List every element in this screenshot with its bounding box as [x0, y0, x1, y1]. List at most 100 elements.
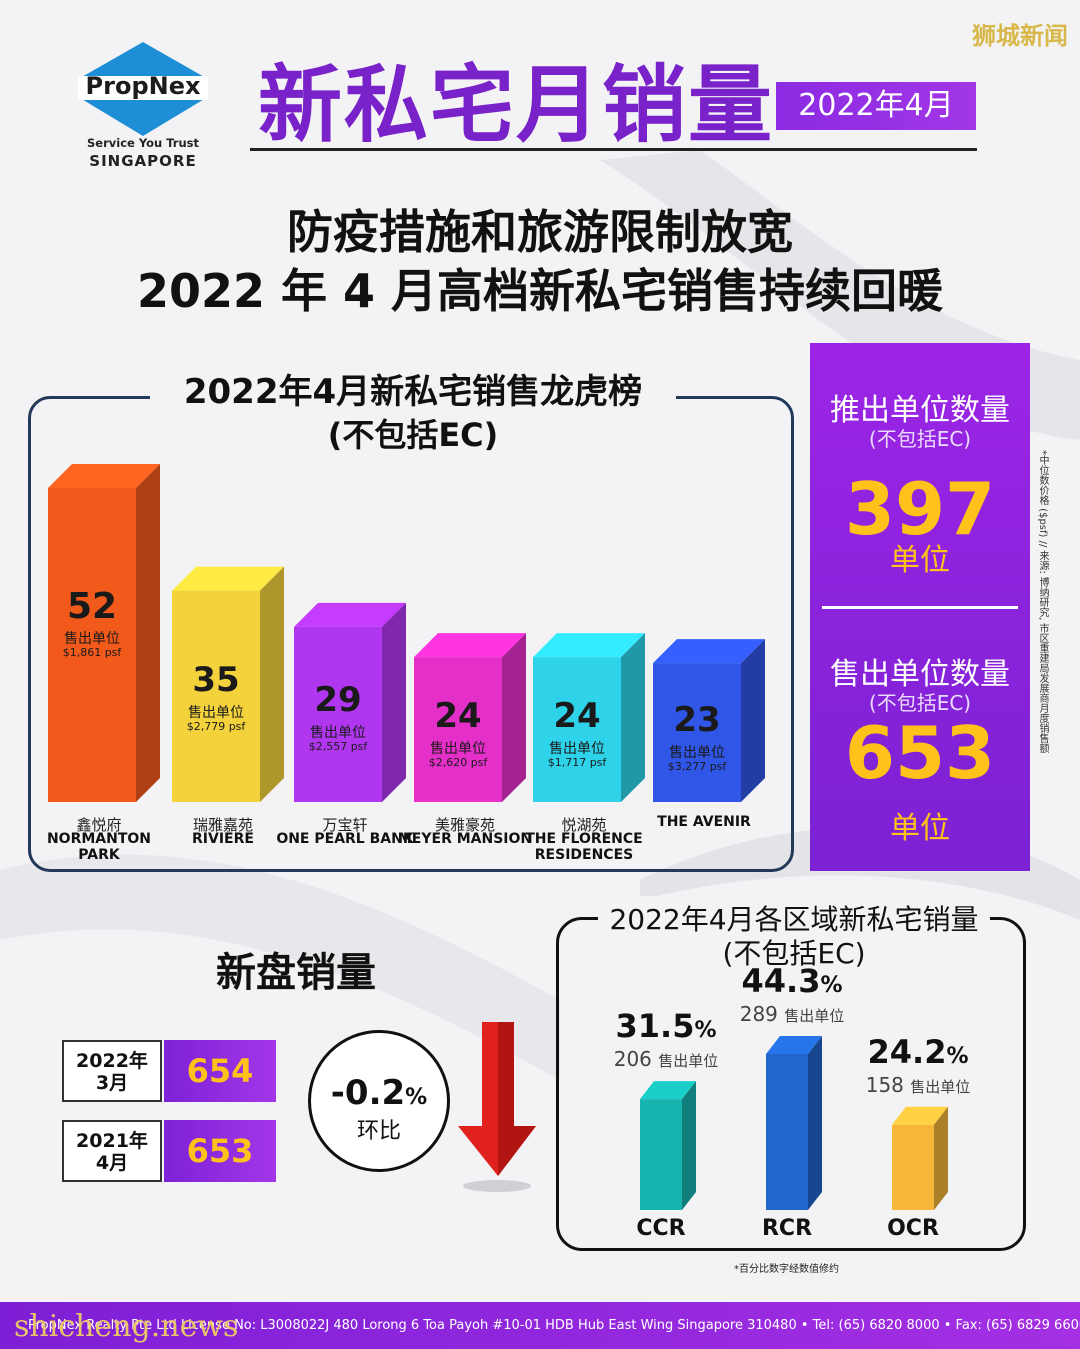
region-percent-value: 31.5	[615, 1007, 695, 1046]
watermark-top: 狮城新闻	[972, 22, 1068, 50]
bar-value: 29	[314, 679, 362, 720]
bar-top	[294, 602, 406, 627]
bar-psf-label: $2,620 psf	[428, 756, 488, 770]
bar-top	[48, 464, 160, 488]
region-title-backdrop	[598, 896, 990, 966]
region-bar-top	[640, 1081, 696, 1100]
bar-sold-label: 售出单位	[310, 724, 366, 741]
region-subtitle: (不包括EC)	[722, 937, 866, 970]
date-badge: 2022年4月	[776, 82, 976, 130]
top-sales-svg	[48, 464, 765, 802]
region-percent: 44.3%	[712, 962, 872, 1000]
bar-side	[502, 633, 526, 802]
top-sales-title: 2022年4月新私宅销售龙虎榜	[183, 372, 643, 412]
region-units-sold: 206 售出单位	[586, 1047, 746, 1071]
watermark-bottom: shicheng.news	[14, 1309, 239, 1344]
bar-front	[172, 590, 260, 802]
page-title: 新私宅月销量	[258, 56, 775, 154]
change-unit: %	[405, 1085, 428, 1110]
bar-psf-label: $1,717 psf	[547, 756, 607, 770]
monthly-title: 新盘销量	[216, 950, 376, 996]
period-value-2: 653	[164, 1120, 276, 1182]
region-bars: 31.5% 206 售出单位 CCR 44.3% 289 售出单位 RCR 24.2% 158…	[586, 962, 998, 1241]
sold-unit: 单位	[890, 811, 950, 846]
region-bar-front	[640, 1099, 682, 1210]
change-label: 环比	[356, 1119, 401, 1144]
period-month-1: 3月	[95, 1072, 129, 1094]
bar-sold-label: 售出单位	[669, 744, 725, 761]
launched-sub: (不包括EC)	[868, 427, 972, 451]
bar-sold-label: 售出单位	[64, 631, 120, 647]
region-percent-value: 24.2	[867, 1032, 947, 1071]
bar-sold-label: 售出单位	[549, 741, 605, 758]
bar-sold-label: 售出单位	[430, 741, 486, 758]
launched-label: 推出单位数量	[830, 393, 1010, 428]
region-name: RCR	[761, 1216, 813, 1241]
launched-unit: 单位	[890, 543, 950, 578]
region-units-sold: 158 售出单位	[838, 1073, 998, 1097]
project-name-en: MEYER MANSION	[397, 831, 533, 847]
headline-line1: 防疫措施和旅游限制放宽	[287, 205, 793, 259]
region-bar-side	[808, 1036, 822, 1210]
project-name-en: RIVIERE	[192, 831, 254, 847]
logo-country: SINGAPORE	[89, 152, 197, 170]
sold-sub: (不包括EC)	[868, 691, 972, 715]
region-title: 2022年4月各区域新私宅销量	[609, 903, 979, 936]
project-name-en: THE FLORENCE RESIDENCES	[525, 831, 643, 863]
region-units-value: 158	[865, 1072, 911, 1097]
summary-divider	[822, 606, 1018, 609]
sold-value: 653	[844, 711, 996, 795]
bar-top	[653, 639, 765, 664]
period-year-2: 2021年	[76, 1130, 148, 1152]
project-name-en: ONE PEARL BANK	[276, 831, 414, 847]
period-month-2: 4月	[95, 1152, 129, 1174]
bar-front	[533, 657, 621, 802]
bar-front	[414, 657, 502, 802]
region-percent-unit: %	[694, 1018, 717, 1044]
bar-top	[172, 566, 284, 591]
bar-psf-label: $2,557 psf	[308, 739, 368, 753]
region-units-label: 售出单位	[658, 1052, 719, 1071]
bar-value: 52	[66, 586, 118, 627]
region-bar-front	[766, 1054, 808, 1210]
bar-psf-label: $3,277 psf	[667, 759, 727, 773]
region-name: CCR	[636, 1216, 686, 1241]
bar-psf-label: $1,861 psf	[62, 646, 122, 659]
project-name-en: NORMANTON PARK	[46, 831, 152, 863]
period-label-2: 2021年 4月	[62, 1120, 162, 1182]
top-sales-bars: 52 售出单位 $1,861 psf 鑫悦府 NORMANTON PARK 35 售出单位 $…	[46, 464, 765, 863]
footer: PropNex Realty Pte Ltd License No: L3008…	[0, 1302, 1080, 1349]
region-svg	[640, 1036, 948, 1210]
bar-side	[260, 566, 284, 802]
bar-front	[294, 626, 382, 802]
region-units-label: 售出单位	[910, 1077, 971, 1096]
bar-top	[533, 633, 645, 658]
region-units-value: 206	[613, 1047, 659, 1072]
project-name-cn: 悦湖苑	[561, 816, 607, 834]
project-name-cn: 鑫悦府	[76, 816, 122, 834]
source-note: *中位数价格 ($psf) // 来源: 博纳研究, 市区重建局发展商月度销售额	[1037, 450, 1048, 754]
period-value-1: 654	[164, 1040, 276, 1102]
region-bar-front	[892, 1124, 934, 1210]
down-arrow-icon	[458, 1022, 536, 1192]
summary-box: 推出单位数量 (不包括EC) 397 单位 售出单位数量 (不包括EC) 653…	[810, 343, 1030, 871]
launched-value: 397	[844, 467, 996, 551]
region-units-sold: 289 售出单位	[712, 1002, 872, 1026]
bar-side	[741, 639, 765, 802]
project-name-cn: 万宝轩	[322, 816, 368, 834]
title-divider	[250, 148, 977, 151]
panel-title-backdrop	[150, 360, 676, 455]
bar-side	[136, 464, 160, 802]
change-number: -0.2	[330, 1073, 406, 1113]
bar-value: 24	[553, 696, 601, 737]
bar-value: 35	[192, 659, 240, 700]
region-units-label: 售出单位	[784, 1007, 845, 1025]
project-name-en: THE AVENIR	[657, 814, 751, 830]
region-units-value: 289	[739, 1002, 785, 1026]
change-value: -0.2%	[311, 1073, 447, 1113]
bar-sold-label: 售出单位	[188, 704, 244, 721]
region-percent-unit: %	[946, 1043, 969, 1069]
project-name-cn: 美雅豪苑	[434, 816, 495, 834]
region-percent: 24.2%	[838, 1033, 998, 1071]
bar-top	[414, 633, 526, 658]
